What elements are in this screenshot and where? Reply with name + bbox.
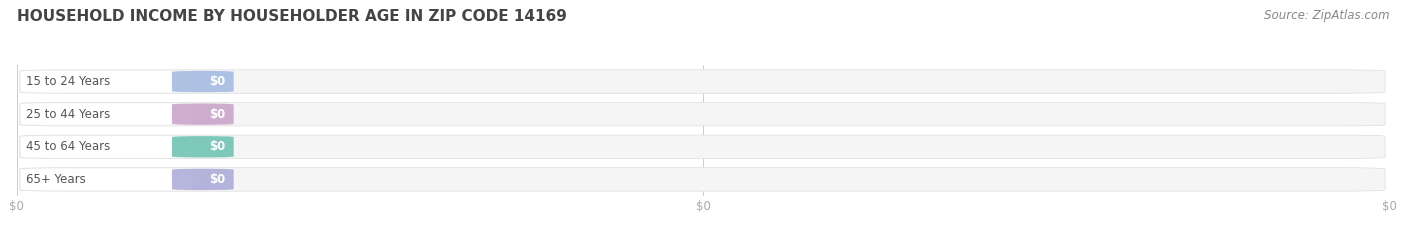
- Text: 25 to 44 Years: 25 to 44 Years: [27, 108, 111, 121]
- Text: HOUSEHOLD INCOME BY HOUSEHOLDER AGE IN ZIP CODE 14169: HOUSEHOLD INCOME BY HOUSEHOLDER AGE IN Z…: [17, 9, 567, 24]
- FancyBboxPatch shape: [21, 71, 193, 92]
- FancyBboxPatch shape: [172, 169, 233, 190]
- FancyBboxPatch shape: [172, 136, 233, 158]
- FancyBboxPatch shape: [20, 70, 1385, 93]
- Text: $0: $0: [209, 75, 225, 88]
- Text: 65+ Years: 65+ Years: [27, 173, 86, 186]
- Text: $0: $0: [209, 140, 225, 153]
- FancyBboxPatch shape: [20, 103, 1385, 126]
- Text: 15 to 24 Years: 15 to 24 Years: [27, 75, 111, 88]
- FancyBboxPatch shape: [21, 136, 193, 158]
- FancyBboxPatch shape: [172, 103, 233, 125]
- FancyBboxPatch shape: [21, 103, 193, 125]
- FancyBboxPatch shape: [21, 169, 193, 190]
- Text: 45 to 64 Years: 45 to 64 Years: [27, 140, 111, 153]
- FancyBboxPatch shape: [20, 135, 1385, 158]
- FancyBboxPatch shape: [20, 168, 1385, 191]
- Text: Source: ZipAtlas.com: Source: ZipAtlas.com: [1264, 9, 1389, 22]
- FancyBboxPatch shape: [172, 71, 233, 92]
- Text: $0: $0: [209, 173, 225, 186]
- Text: $0: $0: [209, 108, 225, 121]
